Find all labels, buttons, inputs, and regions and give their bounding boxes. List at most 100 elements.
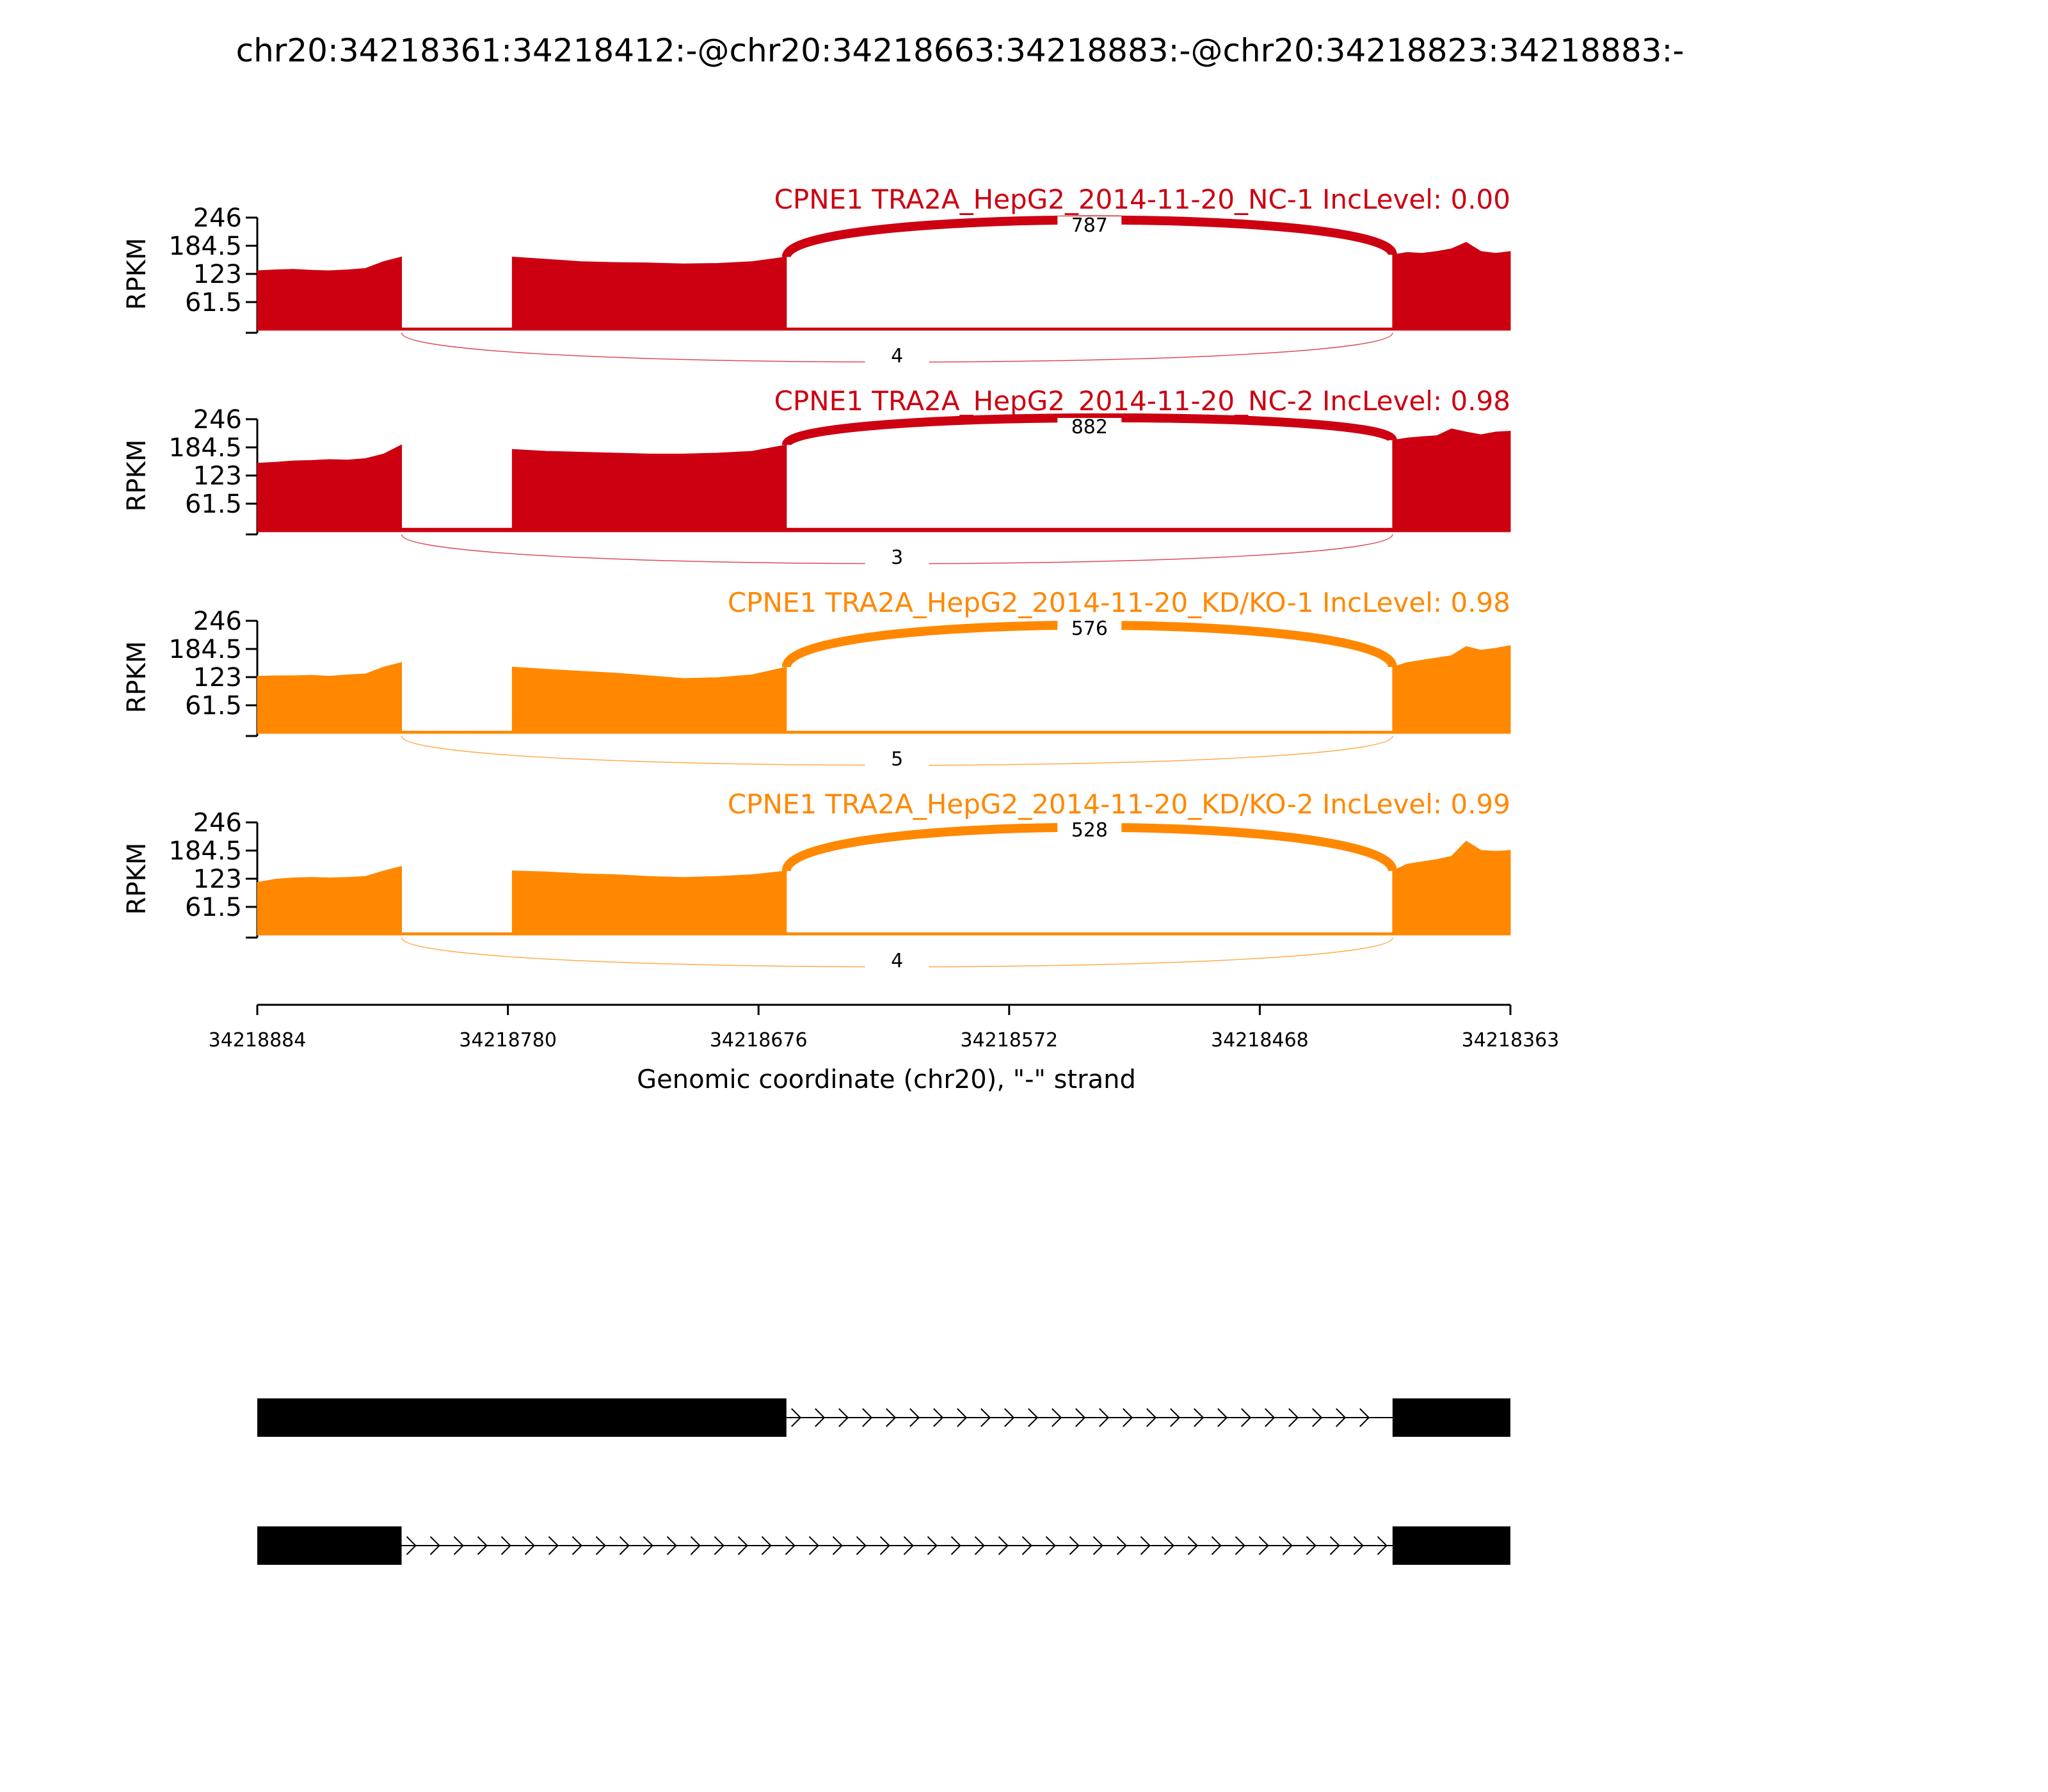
- isoform-1: [257, 1398, 1510, 1437]
- strand-arrow: [1258, 1536, 1269, 1555]
- strand-arrow: [453, 1536, 464, 1555]
- x-axis: 34218884 34218780 34218676 34218572 34218468…: [209, 1004, 1560, 1052]
- strand-arrow: [1336, 1408, 1347, 1427]
- x-tick-label: 34218780: [459, 1029, 557, 1052]
- strand-arrow: [1187, 1536, 1198, 1555]
- strand-arrow: [761, 1536, 772, 1555]
- strand-arrow: [666, 1536, 677, 1555]
- y-tick-label: 184.5: [168, 635, 242, 664]
- strand-arrow: [1312, 1408, 1323, 1427]
- strand-arrow: [1004, 1408, 1015, 1427]
- strand-arrow: [1241, 1408, 1252, 1427]
- junction-count-box: [865, 548, 929, 568]
- strand-arrow: [832, 1536, 843, 1555]
- strand-arrow: [714, 1536, 724, 1555]
- strand-arrow: [690, 1536, 701, 1555]
- strand-arrow: [1359, 1408, 1370, 1427]
- strand-arrow: [909, 1408, 920, 1427]
- junction-count-box: [865, 347, 929, 366]
- exon-block: [257, 1526, 402, 1565]
- strand-arrow: [886, 1408, 897, 1427]
- y-tick-label: 61.5: [185, 691, 242, 721]
- strand-arrow: [1306, 1536, 1316, 1555]
- coverage-area: [257, 242, 1511, 331]
- junction-count: 4: [891, 950, 903, 972]
- junction-count-box: [1057, 216, 1122, 236]
- coverage-area: [257, 644, 1511, 734]
- isoform-2: [257, 1526, 1510, 1565]
- y-tick-label: 61.5: [185, 490, 242, 519]
- y-tick-label: 123: [193, 663, 242, 692]
- strand-arrow: [933, 1408, 944, 1427]
- strand-arrow: [1075, 1408, 1086, 1427]
- x-axis-label: Genomic coordinate (chr20), "-" strand: [637, 1065, 1136, 1094]
- strand-arrow: [838, 1408, 849, 1427]
- strand-arrow: [1052, 1408, 1062, 1427]
- strand-arrow: [572, 1536, 582, 1555]
- strand-arrow: [1353, 1536, 1364, 1555]
- strand-arrow: [548, 1536, 559, 1555]
- y-tick-label: 246: [193, 607, 242, 636]
- figure-title: chr20:34218361:34218412:-@chr20:34218663…: [236, 32, 1684, 69]
- strand-arrow: [1092, 1536, 1103, 1555]
- y-tick-label: 123: [193, 461, 242, 491]
- y-tick-label: 184.5: [168, 836, 242, 866]
- exon-block: [257, 1398, 787, 1437]
- strand-arrow: [737, 1536, 748, 1555]
- x-tick-label: 34218468: [1211, 1029, 1309, 1052]
- junction-count: 528: [1071, 819, 1108, 842]
- strand-arrow: [1282, 1536, 1293, 1555]
- strand-arrow: [974, 1536, 985, 1555]
- y-axis-label: RPKM: [122, 843, 152, 915]
- strand-arrow: [903, 1536, 914, 1555]
- strand-arrow: [785, 1536, 796, 1555]
- strand-arrow: [927, 1536, 938, 1555]
- junction-count-box: [1057, 418, 1122, 437]
- y-tick-label: 246: [193, 405, 242, 435]
- junction-count: 5: [891, 748, 903, 771]
- x-tick-label: 34218884: [209, 1029, 307, 1052]
- strand-arrow: [1123, 1408, 1133, 1427]
- strand-arrow: [1329, 1536, 1340, 1555]
- series-label: CPNE1 TRA2A_HepG2_2014-11-20_KD/KO-1 Inc…: [728, 587, 1510, 618]
- strand-arrow: [950, 1536, 961, 1555]
- x-tick-label: 34218676: [710, 1029, 808, 1052]
- strand-arrow: [862, 1408, 873, 1427]
- strand-arrow: [791, 1408, 802, 1427]
- junction-count: 3: [891, 547, 903, 569]
- strand-arrow: [856, 1536, 867, 1555]
- strand-arrow: [1170, 1408, 1181, 1427]
- strand-arrow: [1140, 1536, 1151, 1555]
- junction-count: 787: [1071, 214, 1108, 237]
- series-label: CPNE1 TRA2A_HepG2_2014-11-20_KD/KO-2 Inc…: [728, 788, 1510, 820]
- y-axis-label: RPKM: [122, 641, 152, 714]
- exon-block: [1392, 1398, 1510, 1437]
- strand-arrow: [1265, 1408, 1276, 1427]
- strand-arrow: [1217, 1408, 1228, 1427]
- strand-arrow: [429, 1536, 440, 1555]
- y-tick-label: 61.5: [185, 893, 242, 922]
- strand-arrow: [879, 1536, 890, 1555]
- junction-count-box: [865, 952, 929, 971]
- series-label: CPNE1 TRA2A_HepG2_2014-11-20_NC-1 IncLev…: [774, 184, 1510, 215]
- strand-arrow: [1194, 1408, 1204, 1427]
- strand-arrow: [643, 1536, 653, 1555]
- junction-count-box: [1057, 821, 1122, 840]
- strand-arrow: [1116, 1536, 1127, 1555]
- junction-count: 4: [891, 345, 903, 367]
- strand-arrow: [524, 1536, 535, 1555]
- series-label: CPNE1 TRA2A_HepG2_2014-11-20_NC-2 IncLev…: [774, 385, 1510, 417]
- strand-arrow: [1211, 1536, 1222, 1555]
- x-tick-label: 34218363: [1462, 1029, 1560, 1052]
- strand-arrow: [957, 1408, 968, 1427]
- strand-arrow: [808, 1536, 819, 1555]
- strand-arrow: [998, 1536, 1009, 1555]
- strand-arrow: [1377, 1536, 1388, 1555]
- junction-count: 576: [1071, 618, 1108, 640]
